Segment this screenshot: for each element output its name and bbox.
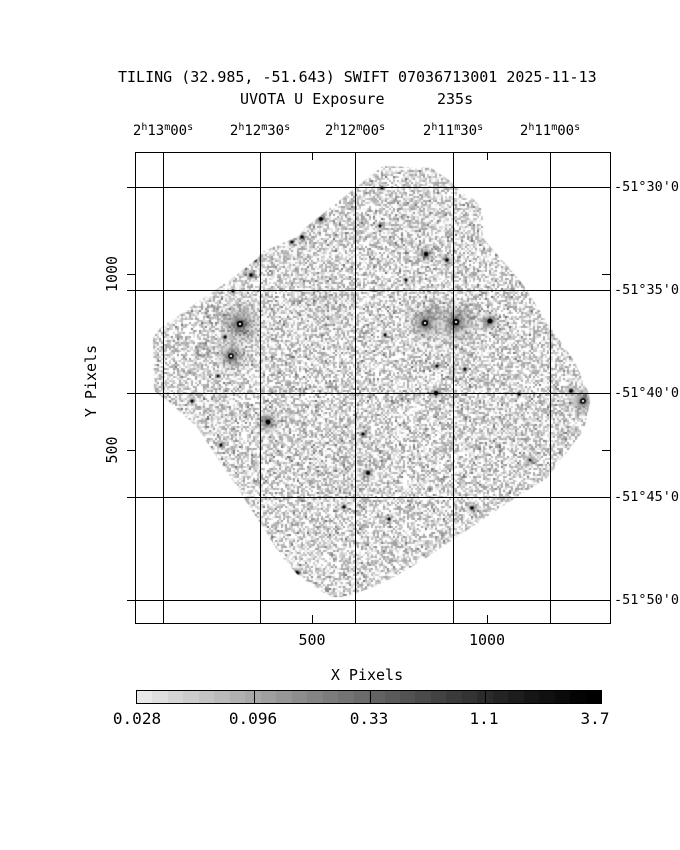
colorbar-band <box>539 691 555 703</box>
colorbar-band <box>276 691 292 703</box>
colorbar-band <box>291 691 308 703</box>
y-axis-title: Y Pixels <box>82 344 100 418</box>
colorbar-band <box>430 691 447 703</box>
colorbar-band <box>399 691 416 703</box>
colorbar-band <box>307 691 323 703</box>
plot-subtitle-exposure: 235s <box>437 90 474 108</box>
dec-tick-label: -51°35'0 <box>614 282 680 298</box>
dec-tick-label: -51°50'0 <box>614 592 680 608</box>
colorbar-band <box>585 691 602 703</box>
colorbar-band <box>523 691 540 703</box>
y-pixel-tick-label: 1000 <box>103 255 121 293</box>
colorbar-band <box>322 691 339 703</box>
colorbar-band <box>570 691 586 703</box>
colorbar-band <box>492 691 509 703</box>
plot-subtitle-filter: UVOTA U Exposure <box>240 90 385 108</box>
y-pixel-tick-label: 500 <box>103 436 121 464</box>
colorbar-band <box>214 691 230 703</box>
ra-tick-label: 2h11m30s <box>422 122 484 139</box>
exposure-map-image <box>135 152 610 623</box>
colorbar-band <box>446 691 462 703</box>
colorbar-tick-label: 0.028 <box>112 709 162 728</box>
x-pixel-tick-label: 500 <box>298 631 326 649</box>
colorbar-band <box>415 691 431 703</box>
dec-tick-label: -51°30'0 <box>614 179 680 195</box>
colorbar-band <box>260 691 277 703</box>
colorbar-band <box>137 691 153 703</box>
colorbar-tick-label: 0.33 <box>349 709 389 728</box>
colorbar-band <box>353 691 370 703</box>
colorbar-tick-label: 1.1 <box>469 709 499 728</box>
dec-tick-label: -51°40'0 <box>614 385 680 401</box>
colorbar-band <box>554 691 571 703</box>
colorbar <box>136 690 602 704</box>
colorbar-band <box>229 691 246 703</box>
colorbar-band <box>183 691 199 703</box>
ra-tick-label: 2h13m00s <box>132 122 194 139</box>
colorbar-band <box>369 691 385 703</box>
colorbar-tick-line <box>254 691 255 703</box>
colorbar-tick-line <box>370 691 371 703</box>
colorbar-band <box>152 691 168 703</box>
colorbar-tick-line <box>485 691 486 703</box>
ra-tick-label: 2h11m00s <box>519 122 581 139</box>
colorbar-band <box>198 691 215 703</box>
dec-tick-label: -51°45'0 <box>614 489 680 505</box>
plot-title: TILING (32.985, -51.643) SWIFT 070367130… <box>118 68 597 86</box>
x-pixel-tick-label: 1000 <box>468 631 506 649</box>
colorbar-tick-label: 0.096 <box>228 709 278 728</box>
colorbar-band <box>384 691 400 703</box>
colorbar-band <box>245 691 261 703</box>
colorbar-band <box>461 691 478 703</box>
colorbar-band <box>508 691 524 703</box>
colorbar-band <box>338 691 354 703</box>
colorbar-tick-label: 3.7 <box>580 709 610 728</box>
ra-tick-label: 2h12m00s <box>324 122 386 139</box>
colorbar-band <box>167 691 184 703</box>
x-axis-title: X Pixels <box>330 666 404 684</box>
ra-tick-label: 2h12m30s <box>229 122 291 139</box>
